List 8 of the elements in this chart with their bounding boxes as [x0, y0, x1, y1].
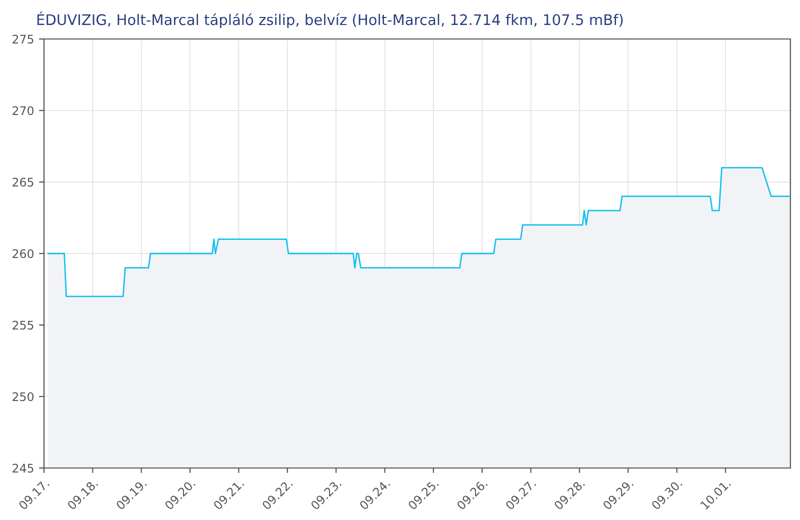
chart-title: ÉDUVIZIG, Holt-Marcal tápláló zsilip, belvíz (Holt-Marcal, 12.714 fkm, 107.5 mBf) [37, 12, 623, 28]
y-tick-label: 275 [12, 34, 34, 44]
y-tick-label: 260 [12, 249, 34, 258]
y-tick-label: 250 [12, 392, 34, 402]
y-tick-label: 245 [12, 464, 34, 473]
y-tick-label: 270 [12, 106, 34, 116]
y-tick-label: 265 [12, 178, 34, 187]
y-tick-label: 255 [12, 320, 34, 330]
